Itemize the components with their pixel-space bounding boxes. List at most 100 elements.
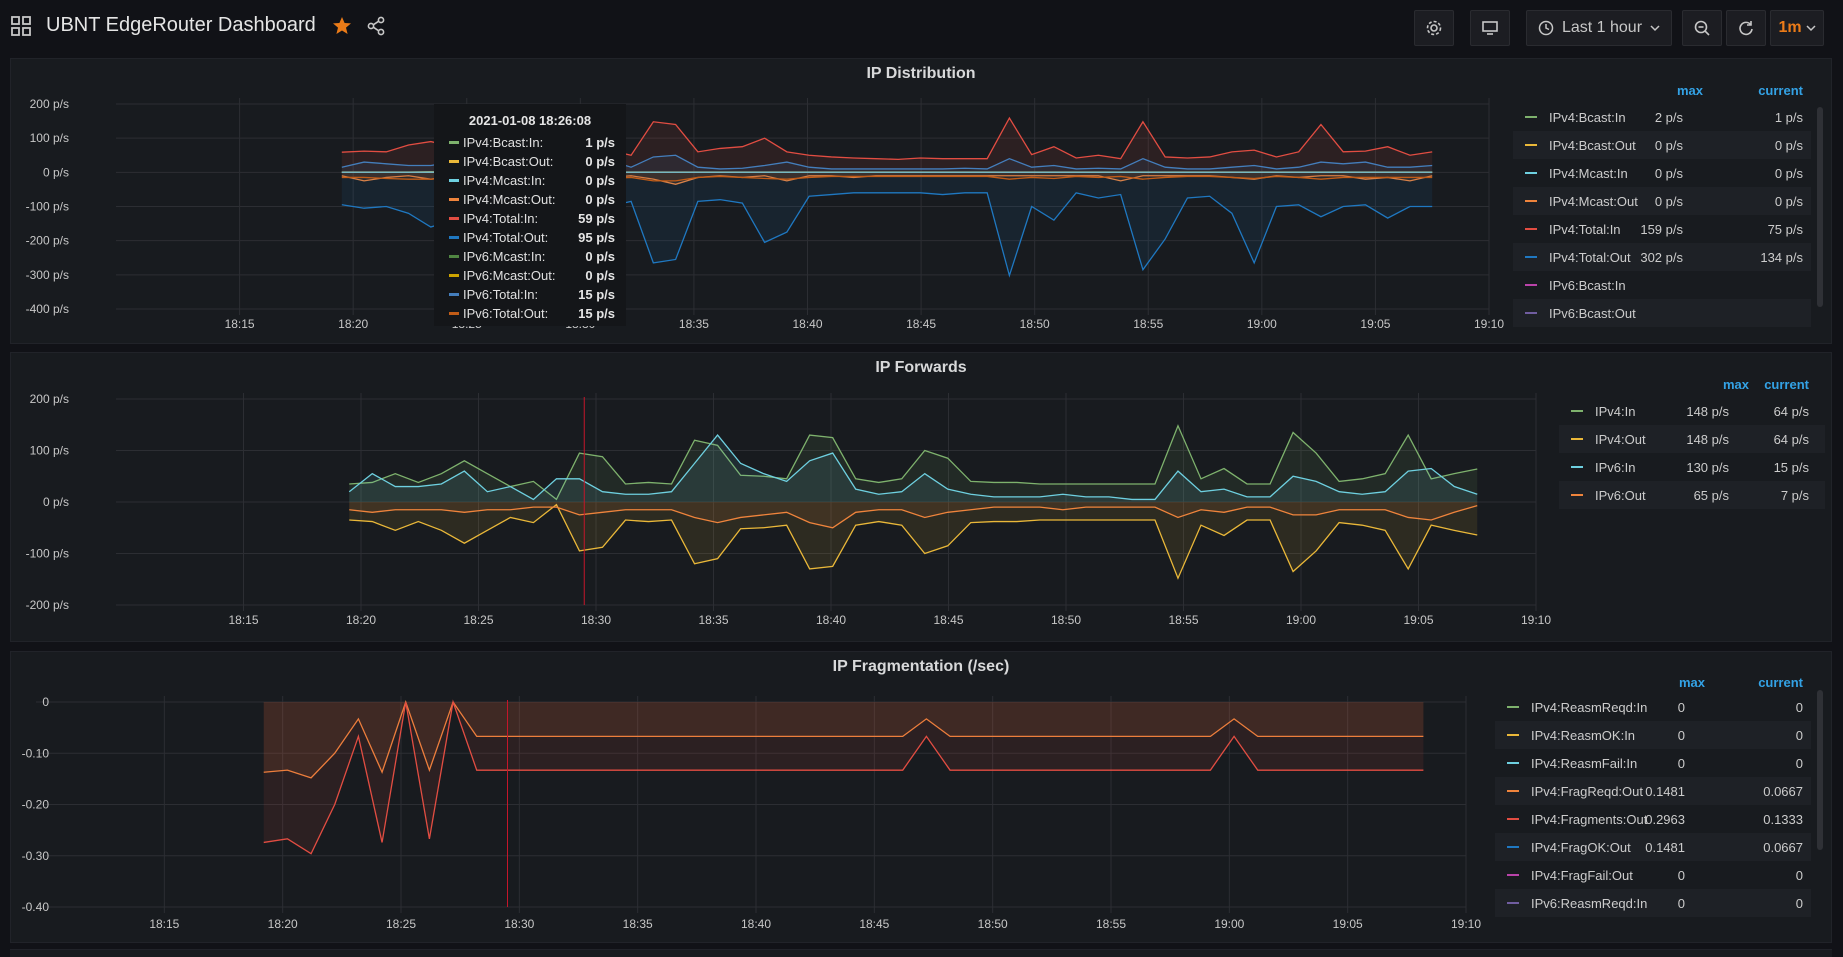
x-tick-label: 18:15	[228, 613, 258, 627]
dashboard-title[interactable]: UBNT EdgeRouter Dashboard	[46, 14, 316, 37]
y-tick-label: -0.30	[22, 849, 50, 863]
tooltip-swatch	[449, 236, 459, 239]
legend-scrollbar[interactable]	[1817, 690, 1823, 850]
tooltip-row: IPv6:Mcast:Out:0 p/s	[435, 266, 625, 285]
legend-header-max[interactable]: max	[1643, 83, 1703, 98]
tooltip-swatch	[449, 160, 459, 163]
x-tick-label: 18:45	[906, 317, 936, 331]
legend-max-value: 159 p/s	[1603, 222, 1683, 237]
refresh-interval-picker[interactable]: 1m	[1770, 10, 1824, 46]
legend-current-value: 0	[1723, 728, 1803, 743]
legend-current-value: 0.0667	[1723, 840, 1803, 855]
tooltip-series-name: IPv4:Mcast:In:	[463, 173, 559, 188]
legend-header-current[interactable]: current	[1749, 377, 1809, 392]
tooltip-row: IPv6:Total:In:15 p/s	[435, 285, 625, 304]
legend-swatch	[1507, 846, 1519, 848]
legend-max-value: 148 p/s	[1649, 432, 1729, 447]
time-range-label: Last 1 hour	[1562, 19, 1642, 37]
legend-series-name[interactable]: IPv6:Out	[1595, 488, 1646, 503]
share-icon[interactable]	[366, 16, 386, 36]
tooltip-row: IPv4:Total:In:59 p/s	[435, 209, 625, 228]
chevron-down-icon	[1650, 23, 1660, 33]
legend-current-value: 0 p/s	[1723, 166, 1803, 181]
tooltip-value: 1 p/s	[559, 135, 625, 150]
legend-max-value: 0	[1605, 896, 1685, 911]
y-tick-label: -400 p/s	[26, 302, 69, 316]
legend-current-value: 1 p/s	[1723, 110, 1803, 125]
legend-header-current[interactable]: current	[1743, 83, 1803, 98]
apps-grid-icon[interactable]	[10, 15, 32, 37]
tooltip-series-name: IPv4:Total:In:	[463, 211, 559, 226]
tooltip-series-name: IPv6:Mcast:Out:	[463, 268, 559, 283]
legend-max-value: 2 p/s	[1603, 110, 1683, 125]
star-icon[interactable]	[332, 16, 352, 36]
legend-swatch	[1525, 200, 1537, 202]
legend-max-value: 0	[1605, 756, 1685, 771]
x-tick-label: 18:55	[1133, 317, 1163, 331]
legend-header-max[interactable]: max	[1645, 675, 1705, 690]
legend-current-value: 64 p/s	[1729, 404, 1809, 419]
y-tick-label: -300 p/s	[26, 268, 69, 282]
y-tick-label: -0.20	[22, 798, 50, 812]
legend-item[interactable]: IPv6:Bcast:In	[1513, 271, 1811, 299]
tooltip-series-name: IPv6:Total:In:	[463, 287, 559, 302]
x-tick-label: 19:05	[1403, 613, 1433, 627]
time-range-picker[interactable]: Last 1 hour	[1526, 10, 1672, 46]
tooltip-swatch	[449, 255, 459, 258]
y-tick-label: -0.10	[22, 746, 50, 760]
refresh-icon	[1737, 19, 1755, 37]
dashboard-header: UBNT EdgeRouter Dashboard	[10, 14, 386, 37]
zoom-out-button[interactable]	[1682, 10, 1722, 46]
legend-series-name[interactable]: IPv6:Bcast:In	[1549, 278, 1626, 293]
legend-header-current[interactable]: current	[1743, 675, 1803, 690]
y-tick-label: -0.40	[22, 900, 50, 914]
legend-series-name[interactable]: IPv4:In	[1595, 404, 1635, 419]
legend-scrollbar[interactable]	[1817, 107, 1823, 307]
legend-swatch	[1507, 734, 1519, 736]
x-tick-label: 19:00	[1214, 917, 1244, 931]
tv-mode-button[interactable]	[1470, 10, 1510, 46]
panel-ip-fragmentation[interactable]: IP Fragmentation (/sec) 0-0.10-0.20-0.30…	[10, 651, 1832, 943]
legend-series-name[interactable]: IPv4:Out	[1595, 432, 1646, 447]
x-tick-label: 18:45	[859, 917, 889, 931]
tooltip-series-name: IPv4:Total:Out:	[463, 230, 559, 245]
legend-header-max[interactable]: max	[1689, 377, 1749, 392]
legend-swatch	[1507, 874, 1519, 876]
settings-button[interactable]	[1414, 10, 1454, 46]
y-tick-label: 100 p/s	[30, 131, 69, 145]
legend-series-name[interactable]: IPv6:Bcast:Out	[1549, 306, 1636, 321]
gear-icon	[1425, 19, 1443, 37]
refresh-interval-label: 1m	[1778, 19, 1801, 37]
tooltip-time: 2021-01-08 18:26:08	[435, 113, 625, 128]
legend-swatch	[1525, 312, 1537, 314]
legend-item[interactable]: IPv6:Bcast:Out	[1513, 299, 1811, 327]
tooltip-swatch	[449, 274, 459, 277]
clock-icon	[1538, 20, 1554, 36]
legend-swatch	[1525, 284, 1537, 286]
refresh-button[interactable]	[1726, 10, 1766, 46]
x-tick-label: 18:50	[978, 917, 1008, 931]
legend-series-name[interactable]: IPv6:In	[1595, 460, 1635, 475]
x-tick-label: 18:25	[386, 917, 416, 931]
x-tick-label: 18:15	[149, 917, 179, 931]
